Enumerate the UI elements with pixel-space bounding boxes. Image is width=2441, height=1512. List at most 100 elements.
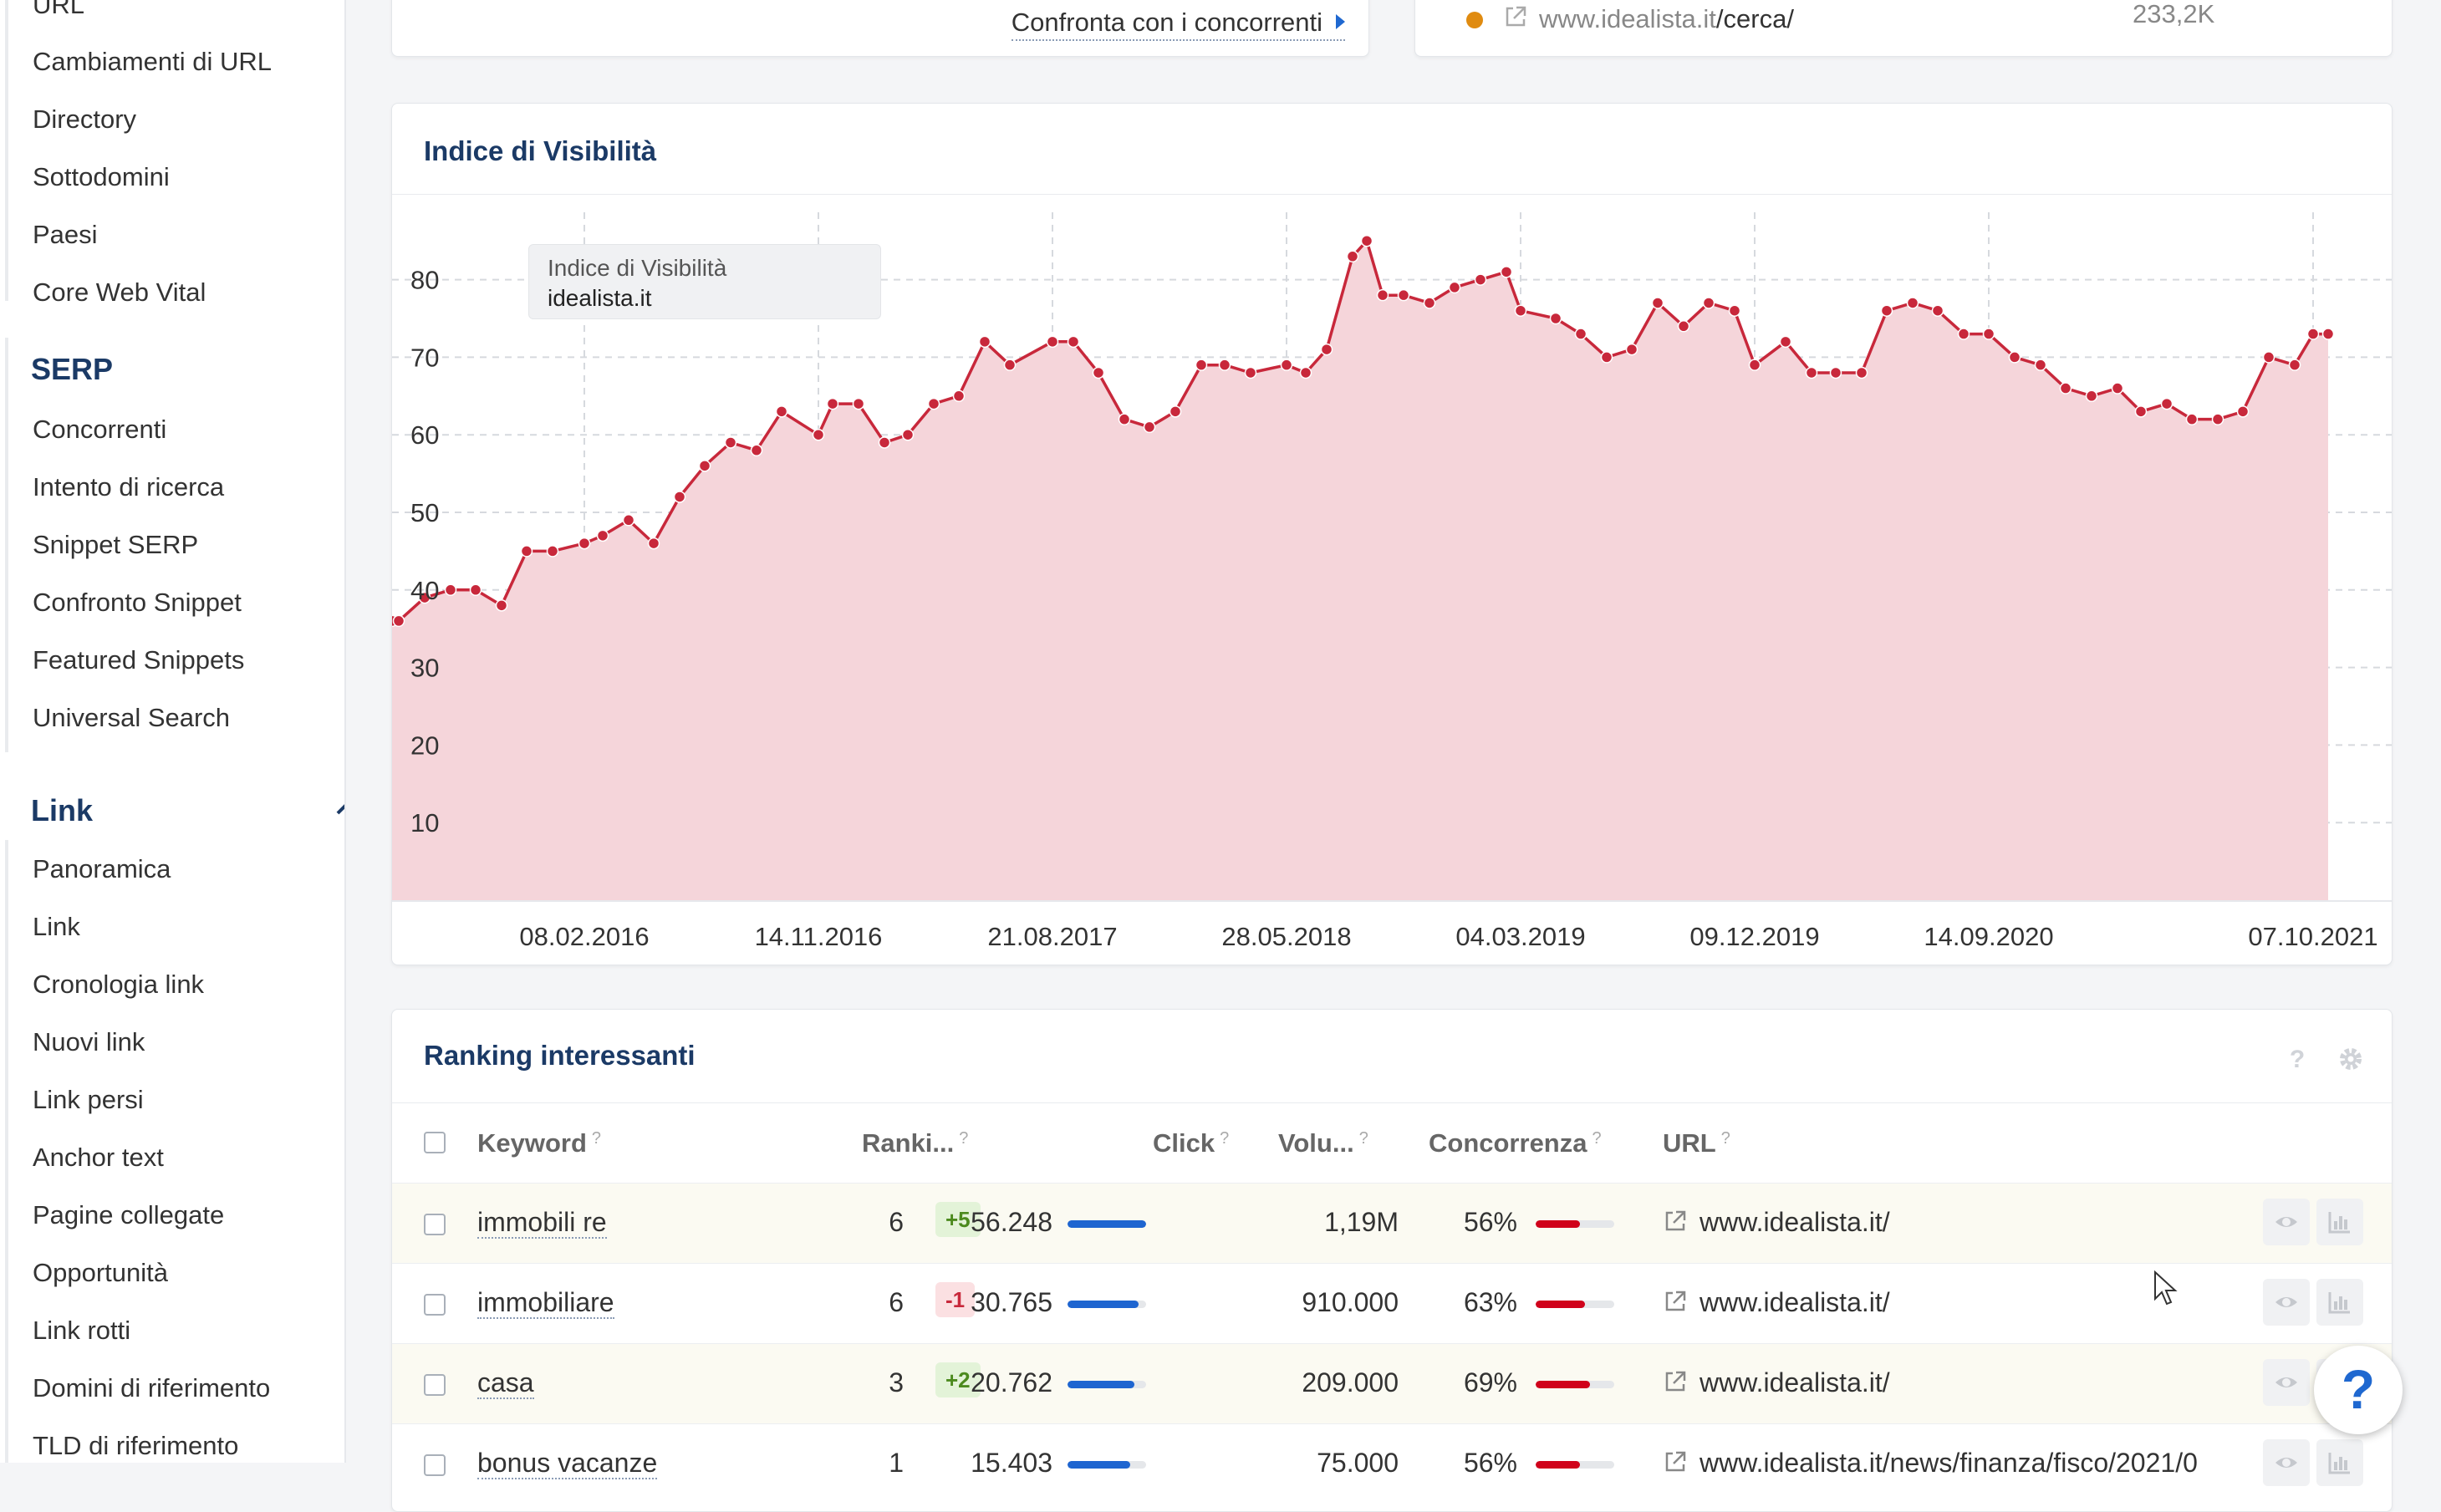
sidebar-item-competitors[interactable]: Concorrenti bbox=[33, 415, 167, 444]
eye-button[interactable] bbox=[2263, 1279, 2310, 1326]
data-point bbox=[1218, 359, 1231, 371]
data-point bbox=[2085, 389, 2098, 403]
volume-value: 75.000 bbox=[1317, 1448, 1399, 1478]
data-point bbox=[1067, 335, 1080, 349]
url-link[interactable]: www.idealista.it/ bbox=[1700, 1207, 1890, 1237]
top-url-link[interactable]: www.idealista.it/cerca/ bbox=[1539, 4, 1794, 34]
keyword-link[interactable]: immobiliare bbox=[477, 1287, 614, 1319]
url-link[interactable]: www.idealista.it/news/finanza/fisco/2021… bbox=[1700, 1448, 2198, 1478]
chevron-up-icon[interactable] bbox=[334, 801, 346, 817]
data-point bbox=[1957, 328, 1970, 340]
sidebar-section-serp[interactable]: SERP bbox=[31, 352, 114, 386]
table-row[interactable]: immobiliare 6 -1 30.765 910.000 63% www.ideali… bbox=[392, 1263, 2392, 1344]
keyword-link[interactable]: immobili re bbox=[477, 1207, 607, 1239]
sidebar-item-referring-tld[interactable]: TLD di riferimento bbox=[33, 1431, 239, 1460]
help-icon[interactable]: ? bbox=[1720, 1129, 1730, 1148]
sidebar-item-countries[interactable]: Paesi bbox=[33, 220, 98, 249]
row-checkbox[interactable] bbox=[424, 1294, 446, 1316]
visibility-chart[interactable]: 10 20 30 40 50 60 70 80 08.02.2016 14.11.2016 21.0… bbox=[392, 104, 2392, 965]
x-tick-label: 14.11.2016 bbox=[755, 922, 883, 951]
sidebar-item-search-intent[interactable]: Intento di ricerca bbox=[33, 472, 225, 501]
eye-button[interactable] bbox=[2263, 1199, 2310, 1245]
sidebar-item-url-changes[interactable]: Cambiamenti di URL bbox=[33, 47, 272, 76]
table-row[interactable]: immobili re 6 +5 56.248 1,19M 56% www.idealist… bbox=[392, 1183, 2392, 1264]
column-header-volume[interactable]: Volu...? bbox=[1278, 1128, 1368, 1158]
data-point bbox=[1046, 335, 1059, 349]
url-link[interactable]: www.idealista.it/ bbox=[1700, 1367, 1890, 1397]
x-tick-label: 04.03.2019 bbox=[1455, 922, 1585, 951]
sidebar-item-link-history[interactable]: Cronologia link bbox=[33, 970, 205, 999]
help-button[interactable]: ? bbox=[2314, 1346, 2403, 1434]
sidebar-item-overview[interactable]: Panoramica bbox=[33, 854, 171, 883]
sidebar-item-directory[interactable]: Directory bbox=[33, 104, 137, 134]
select-all-checkbox[interactable] bbox=[424, 1132, 446, 1153]
external-link-icon[interactable] bbox=[1663, 1449, 1688, 1474]
sidebar-item-snippet-compare[interactable]: Confronto Snippet bbox=[33, 588, 242, 617]
sidebar-item-referring-domains[interactable]: Domini di riferimento bbox=[33, 1373, 271, 1403]
sidebar-item-universal-search[interactable]: Universal Search bbox=[33, 703, 231, 732]
row-checkbox[interactable] bbox=[424, 1374, 446, 1396]
data-point bbox=[2008, 351, 2021, 364]
compare-competitors-link[interactable]: Confronta con i concorrenti bbox=[1011, 8, 1345, 41]
column-header-url[interactable]: URL? bbox=[1663, 1128, 1730, 1158]
keyword-link[interactable]: casa bbox=[477, 1367, 534, 1399]
data-point bbox=[812, 428, 825, 441]
sidebar-item-url[interactable]: URL bbox=[33, 0, 85, 19]
sidebar-rail bbox=[5, 840, 8, 1463]
sidebar-item-new-links[interactable]: Nuovi link bbox=[33, 1027, 145, 1056]
column-header-competition[interactable]: Concorrenza? bbox=[1429, 1128, 1602, 1158]
competition-value: 56% bbox=[1463, 1448, 1517, 1478]
row-checkbox[interactable] bbox=[424, 1454, 446, 1476]
competitors-card: Confronta con i concorrenti bbox=[391, 0, 1369, 57]
help-icon[interactable]: ? bbox=[1358, 1129, 1368, 1148]
data-point bbox=[826, 397, 839, 410]
column-header-ranking[interactable]: Ranki...? bbox=[862, 1128, 968, 1158]
external-link-icon[interactable] bbox=[1663, 1209, 1688, 1234]
data-point bbox=[2111, 382, 2124, 395]
sidebar-item-featured-snippets[interactable]: Featured Snippets bbox=[33, 645, 245, 675]
sidebar-item-core-web-vital[interactable]: Core Web Vital bbox=[33, 277, 206, 307]
chart-button[interactable] bbox=[2316, 1279, 2363, 1326]
gear-icon[interactable] bbox=[2337, 1045, 2365, 1073]
sidebar-item-lost-links[interactable]: Link persi bbox=[33, 1085, 144, 1114]
mouse-cursor-icon bbox=[2154, 1270, 2178, 1306]
url-link[interactable]: www.idealista.it/ bbox=[1700, 1287, 1890, 1317]
volume-value: 910.000 bbox=[1302, 1287, 1399, 1317]
eye-button[interactable] bbox=[2263, 1439, 2310, 1486]
sidebar-item-opportunities[interactable]: Opportunità bbox=[33, 1258, 168, 1287]
volume-value: 209.000 bbox=[1302, 1367, 1399, 1397]
sidebar-item-subdomains[interactable]: Sottodomini bbox=[33, 162, 170, 191]
data-point bbox=[1625, 343, 1638, 356]
help-icon[interactable]: ? bbox=[591, 1129, 602, 1148]
eye-button[interactable] bbox=[2263, 1359, 2310, 1406]
sidebar-item-link[interactable]: Link bbox=[33, 912, 80, 941]
keyword-link[interactable]: bonus vacanze bbox=[477, 1448, 658, 1479]
data-point bbox=[1728, 304, 1741, 317]
column-header-click[interactable]: Click? bbox=[1153, 1128, 1229, 1158]
sidebar-nav: URL Cambiamenti di URL Directory Sottodo… bbox=[0, 0, 346, 1463]
chart-button[interactable] bbox=[2316, 1199, 2363, 1245]
external-link-icon[interactable] bbox=[1663, 1369, 1688, 1394]
sidebar-item-serp-snippet[interactable]: Snippet SERP bbox=[33, 530, 199, 559]
bar-chart-icon bbox=[2328, 1292, 2350, 1314]
sidebar-item-linked-pages[interactable]: Pagine collegate bbox=[33, 1200, 225, 1229]
row-checkbox[interactable] bbox=[424, 1214, 446, 1235]
rank-value: 6 bbox=[889, 1287, 904, 1317]
x-tick-label: 07.10.2021 bbox=[2248, 922, 2377, 951]
sidebar-item-anchor-text[interactable]: Anchor text bbox=[33, 1143, 164, 1172]
chart-button[interactable] bbox=[2316, 1439, 2363, 1486]
help-icon[interactable]: ? bbox=[1220, 1129, 1230, 1148]
external-link-icon[interactable] bbox=[1503, 4, 1528, 29]
external-link-icon[interactable] bbox=[1663, 1289, 1688, 1314]
help-icon[interactable]: ? bbox=[1592, 1129, 1602, 1148]
column-header-keyword[interactable]: Keyword? bbox=[477, 1128, 601, 1158]
table-row[interactable]: casa 3 +2 20.762 209.000 69% www.idealista.it/ bbox=[392, 1343, 2392, 1424]
sidebar-section-link[interactable]: Link bbox=[31, 793, 94, 827]
competition-bar bbox=[1536, 1220, 1614, 1228]
help-icon[interactable]: ? bbox=[959, 1129, 969, 1148]
help-icon[interactable]: ? bbox=[2283, 1045, 2311, 1073]
data-point bbox=[1244, 366, 1257, 379]
table-row[interactable]: bonus vacanze 1 15.403 75.000 56% www.idealis… bbox=[392, 1423, 2392, 1504]
sidebar-item-broken-links[interactable]: Link rotti bbox=[33, 1316, 131, 1345]
data-point bbox=[2321, 328, 2335, 340]
